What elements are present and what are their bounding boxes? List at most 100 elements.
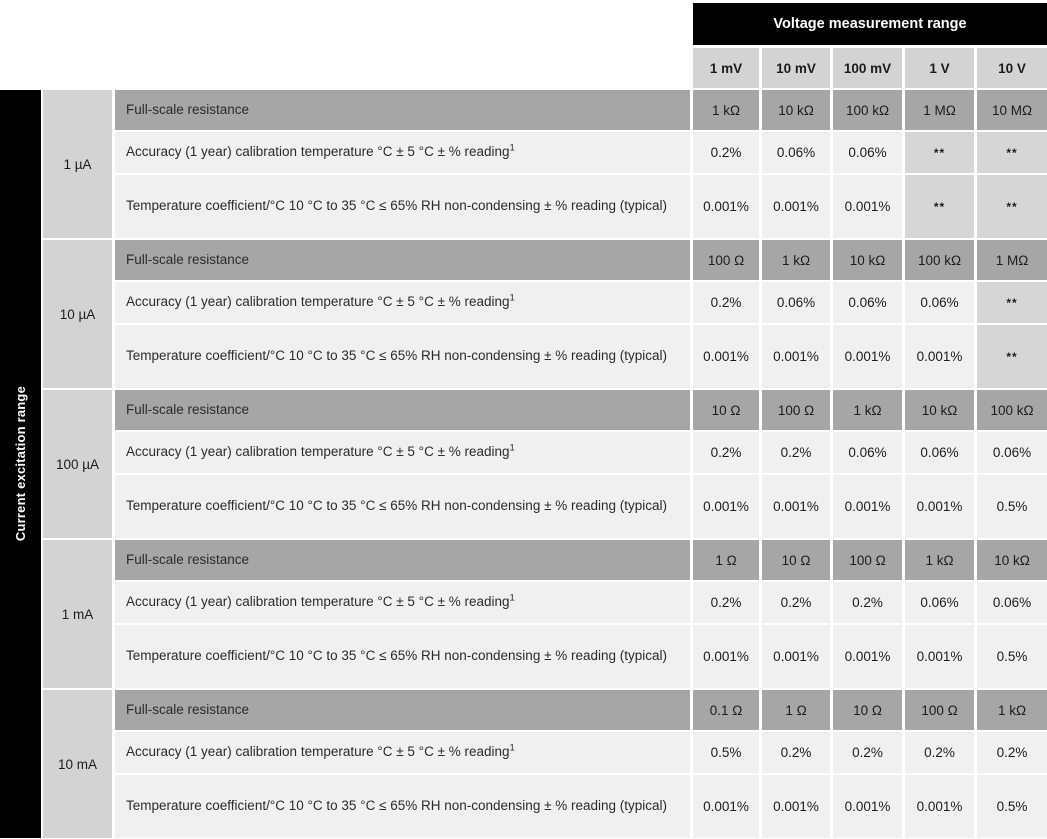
accuracy-value: 0.2%	[762, 432, 830, 473]
value-text: 0.001%	[844, 799, 891, 814]
voltage-range-group-header-label: Voltage measurement range	[773, 16, 967, 32]
temp-coeff-value: 0.001%	[693, 325, 759, 388]
footnote-1-marker: 1	[509, 292, 515, 304]
accuracy-label-text: Accuracy (1 year) calibration temperatur…	[126, 742, 515, 760]
temp-coeff-value: 0.001%	[905, 625, 974, 688]
full-scale-value: 100 kΩ	[905, 240, 974, 280]
table-body: 1 µA Full-scale resistance 1 kΩ 10 kΩ 100 kΩ…	[43, 90, 1047, 838]
value-text: 0.001%	[916, 799, 963, 814]
footnote-asterisks: **	[933, 199, 946, 214]
full-scale-value: 10 Ω	[762, 540, 830, 580]
temp-coeff-value: 0.001%	[833, 775, 902, 838]
value-text: 100 kΩ	[990, 402, 1034, 418]
current-range-group-header: Current excitation range	[0, 90, 41, 838]
temp-coeff-value: 0.5%	[977, 775, 1047, 838]
row-label-full-scale: Full-scale resistance	[115, 240, 690, 280]
value-text: 0.2%	[710, 145, 742, 160]
column-header-4: 1 V	[905, 48, 974, 88]
value-text: 1 MΩ	[995, 252, 1029, 268]
value-text: 100 Ω	[921, 702, 958, 718]
accuracy-label-text: Accuracy (1 year) calibration temperatur…	[126, 442, 515, 460]
value-text: 0.001%	[844, 499, 891, 514]
value-text: 100 kΩ	[917, 252, 962, 268]
value-text: 0.2%	[852, 595, 883, 610]
value-text: 0.001%	[703, 649, 749, 664]
column-header-2: 10 mV	[762, 48, 830, 88]
full-scale-value: 10 MΩ	[977, 90, 1047, 130]
accuracy-value: 0.2%	[693, 582, 759, 623]
current-range-label: 10 µA	[43, 240, 112, 388]
accuracy-value: 0.2%	[693, 432, 759, 473]
temp-coeff-value: 0.001%	[905, 475, 974, 538]
full-scale-value: 100 kΩ	[977, 390, 1047, 430]
value-text: 0.001%	[703, 199, 749, 214]
full-scale-value: 10 kΩ	[977, 540, 1047, 580]
current-range-label: 10 mA	[43, 690, 112, 838]
value-text: 0.5%	[996, 499, 1028, 514]
full-scale-value: 10 kΩ	[905, 390, 974, 430]
value-text: 10 kΩ	[994, 552, 1030, 568]
full-scale-value: 10 Ω	[833, 690, 902, 730]
value-text: 0.1 Ω	[709, 702, 743, 718]
row-label-temp-coeff: Temperature coefficient/°C 10 °C to 35 °…	[115, 625, 690, 688]
column-header-3: 100 mV	[833, 48, 902, 88]
value-text: 0.001%	[703, 799, 749, 814]
value-text: 1 kΩ	[925, 552, 954, 568]
temp-coeff-value: 0.001%	[693, 625, 759, 688]
voltage-range-group-header: Voltage measurement range	[693, 3, 1047, 45]
full-scale-value: 1 kΩ	[762, 240, 830, 280]
value-text: 0.06%	[776, 295, 816, 310]
temp-coeff-value: **	[977, 175, 1047, 238]
accuracy-label-text: Accuracy (1 year) calibration temperatur…	[126, 592, 515, 610]
row-label-full-scale: Full-scale resistance	[115, 90, 690, 130]
current-range-label: 1 µA	[43, 90, 112, 238]
value-text: 0.06%	[992, 595, 1032, 610]
value-text: 10 kΩ	[778, 102, 814, 118]
value-text: 1 kΩ	[781, 252, 811, 268]
temp-coeff-value: 0.001%	[833, 475, 902, 538]
full-scale-value: 100 Ω	[905, 690, 974, 730]
temp-coeff-value: 0.001%	[762, 175, 830, 238]
value-text: 100 Ω	[849, 552, 886, 568]
accuracy-value: 0.2%	[762, 732, 830, 773]
footnote-asterisks: **	[933, 145, 946, 160]
accuracy-value: 0.06%	[977, 582, 1047, 623]
current-range-label: 1 mA	[43, 540, 112, 688]
value-text: 0.001%	[703, 499, 749, 514]
full-scale-value: 10 kΩ	[762, 90, 830, 130]
value-text: 0.2%	[710, 445, 742, 460]
value-text: 0.001%	[773, 199, 819, 214]
accuracy-value: 0.2%	[905, 732, 974, 773]
value-text: 0.06%	[920, 445, 959, 460]
footnote-asterisks: **	[1006, 295, 1018, 310]
value-text: 0.2%	[924, 745, 955, 760]
value-text: 1 Ω	[785, 702, 807, 718]
accuracy-value: 0.2%	[762, 582, 830, 623]
temp-coeff-value: 0.001%	[905, 775, 974, 838]
value-text: 0.001%	[703, 349, 749, 364]
temp-coeff-value: **	[905, 175, 974, 238]
row-label-full-scale: Full-scale resistance	[115, 690, 690, 730]
value-text: 10 MΩ	[991, 102, 1033, 118]
full-scale-value: 1 MΩ	[905, 90, 974, 130]
row-label-temp-coeff: Temperature coefficient/°C 10 °C to 35 °…	[115, 325, 690, 388]
value-text: 10 Ω	[781, 552, 811, 568]
temp-coeff-value: 0.001%	[762, 625, 830, 688]
value-text: 0.2%	[996, 745, 1028, 760]
value-text: 0.2%	[710, 595, 742, 610]
value-text: 0.001%	[773, 649, 819, 664]
temp-coeff-value: 0.001%	[693, 175, 759, 238]
accuracy-value: 0.06%	[833, 132, 902, 173]
accuracy-value: 0.2%	[833, 732, 902, 773]
full-scale-value: 10 Ω	[693, 390, 759, 430]
value-text: 100 Ω	[707, 252, 745, 268]
footnote-1-marker: 1	[509, 142, 515, 154]
temp-coeff-value: 0.5%	[977, 625, 1047, 688]
accuracy-value: 0.2%	[693, 282, 759, 323]
value-text: 0.2%	[780, 595, 812, 610]
temp-coeff-value: 0.001%	[905, 325, 974, 388]
temp-coeff-value: 0.001%	[833, 625, 902, 688]
row-label-temp-coeff: Temperature coefficient/°C 10 °C to 35 °…	[115, 475, 690, 538]
value-text: 0.2%	[780, 445, 812, 460]
row-label-full-scale: Full-scale resistance	[115, 390, 690, 430]
